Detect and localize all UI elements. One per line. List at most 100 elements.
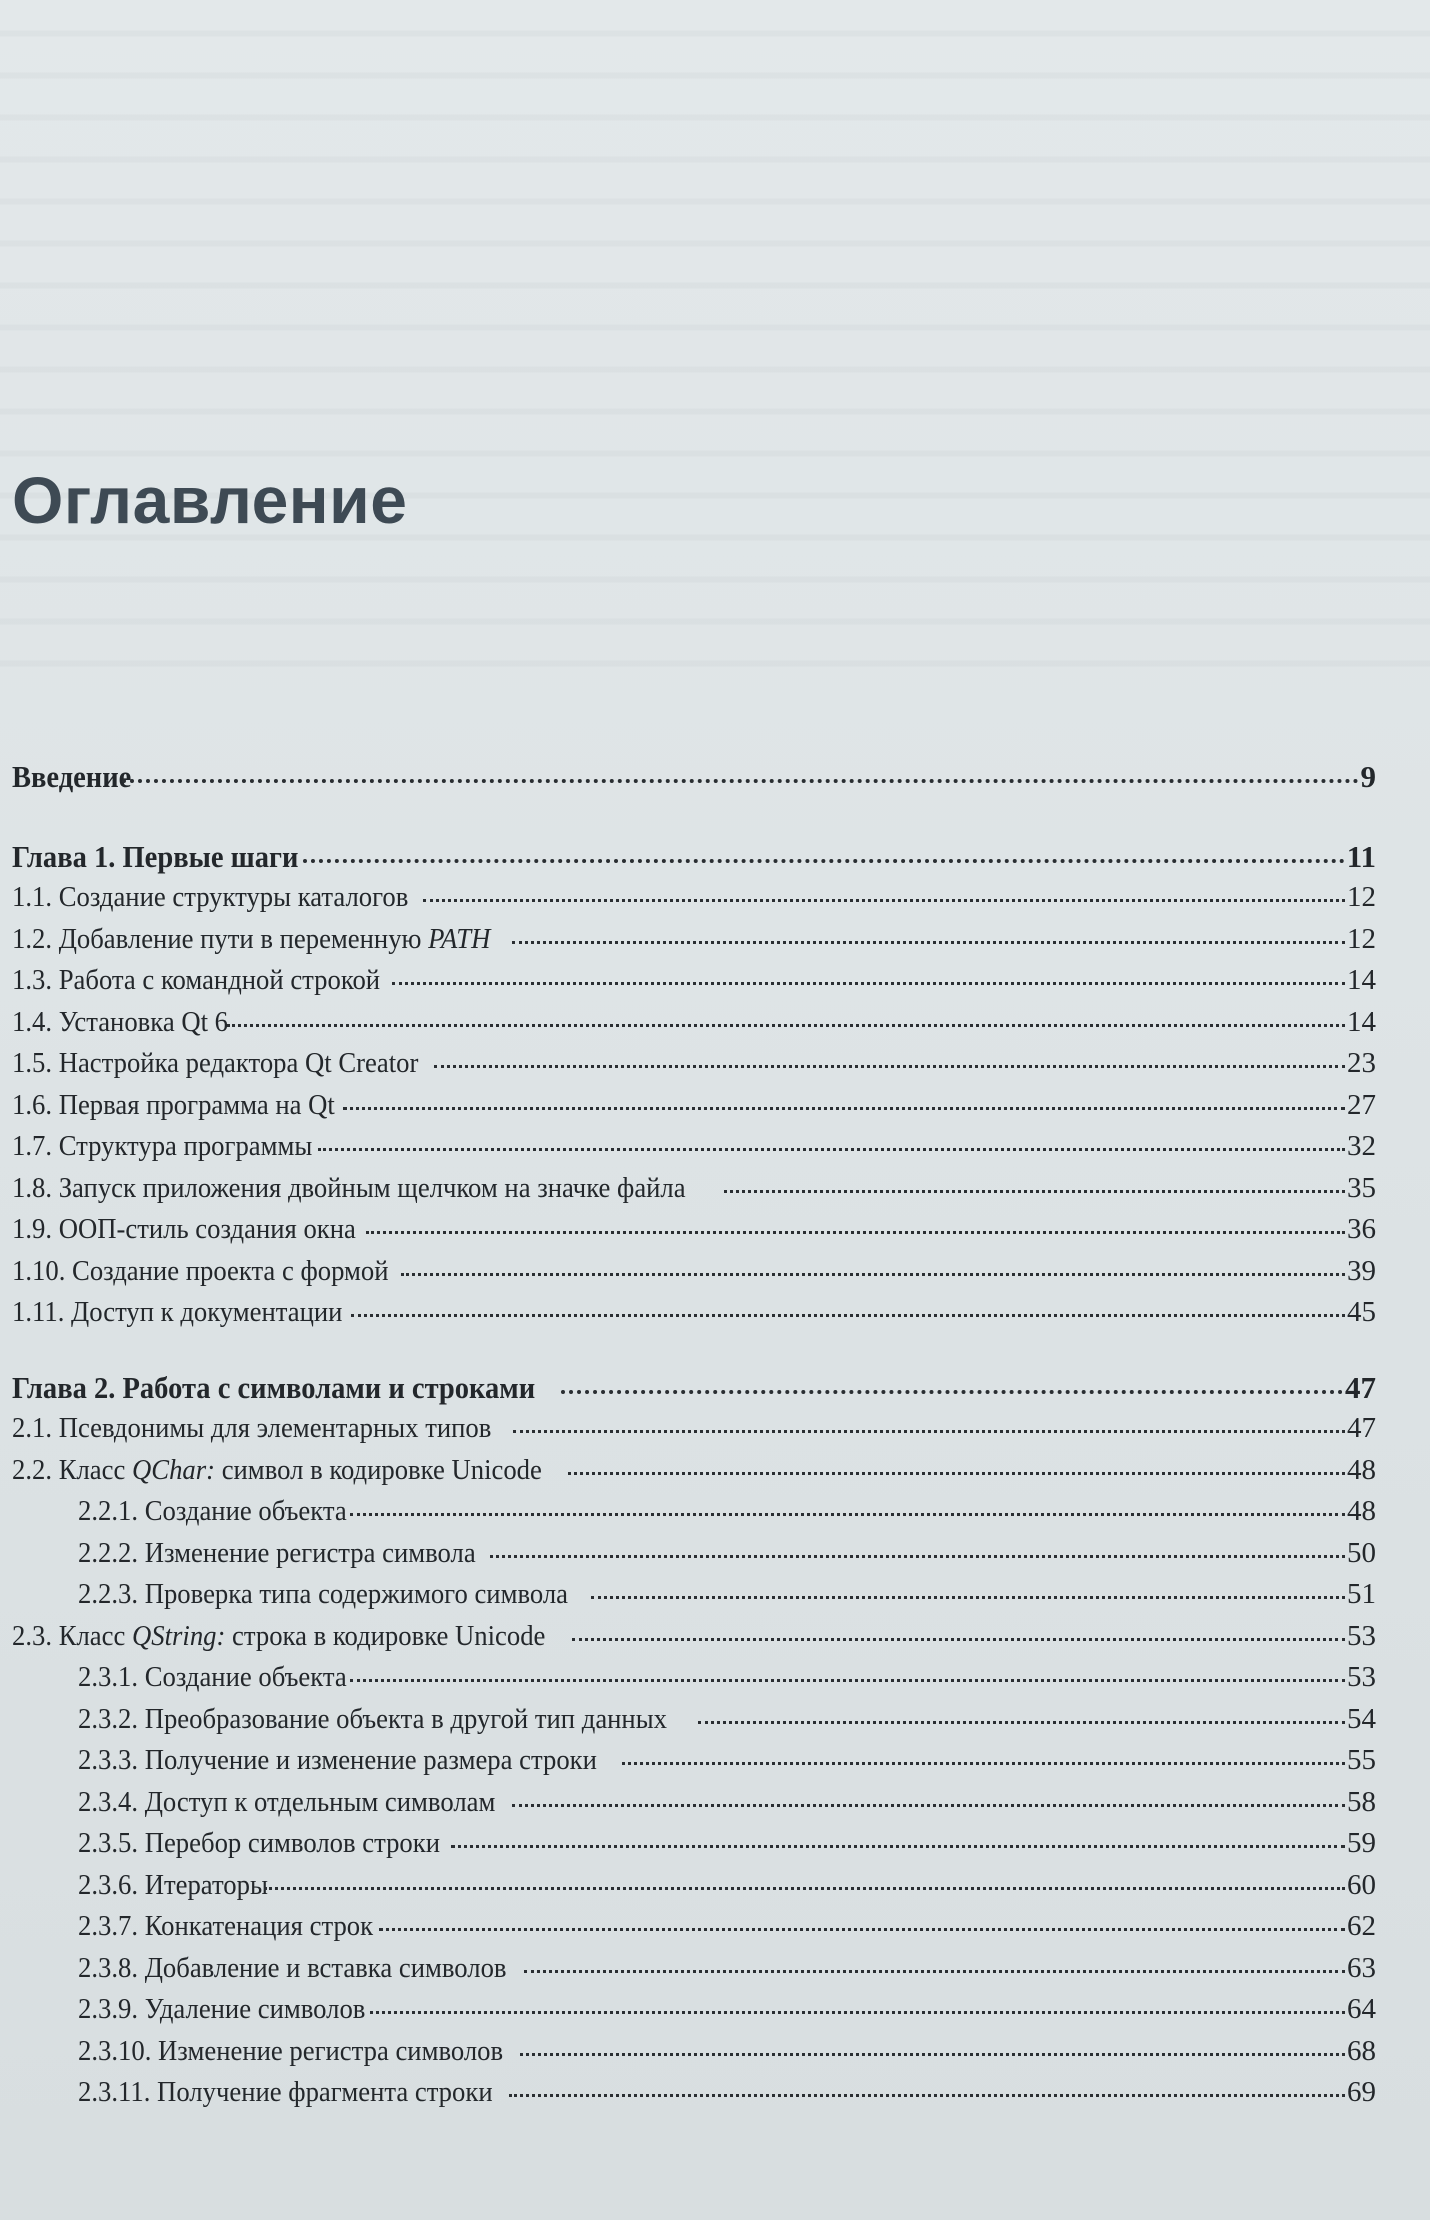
dot-leader [567,1471,1345,1475]
entry-title: 2.3.9. Удаление символов [78,1993,366,2025]
entry-title: 2.2.3. Проверка типа содержимого символа [78,1578,569,1610]
dot-leader [508,2094,1345,2097]
page-number: 47 [1347,1412,1376,1444]
dot-leader [365,1231,1345,1234]
entry-title: 2.3.11. Получение фрагмента строки [78,2076,493,2108]
dot-leader [523,1969,1345,1973]
page-number: 51 [1347,1578,1376,1610]
toc-entry: 1.5. Настройка редактора Qt Creator 23 [12,1043,1376,1085]
page-number: 53 [1347,1661,1376,1693]
entry-title: 1.5. Настройка редактора Qt Creator [12,1047,419,1079]
entry-title: 2.2.2. Изменение регистра символа [78,1536,476,1569]
toc-entry: 2.3.1. Создание объекта 53 [12,1657,1376,1699]
toc-entry: 1.2. Добавление пути в переменную PATH 12 [12,919,1376,961]
entry-title: 2.2.1. Создание объекта [78,1495,347,1527]
dot-leader [370,2011,1345,2014]
page-number: 48 [1347,1453,1376,1486]
page-number: 14 [1347,964,1376,996]
page-number: 69 [1347,2076,1376,2108]
page-number: 11 [1346,838,1376,874]
page-number: 23 [1347,1047,1376,1079]
toc-entry: 1.4. Установка Qt 6 14 [12,1002,1376,1044]
page-number: 14 [1347,1005,1376,1038]
toc-entry: 2.3.4. Доступ к отдельным символам 58 [12,1782,1376,1824]
toc-entry: 2.3.8. Добавление и вставка символов 63 [12,1948,1376,1990]
page-number: 64 [1347,1993,1376,2025]
toc-chapter-entry: Введение 9 [12,756,1376,798]
dot-leader [401,1272,1345,1276]
entry-title: 1.3. Работа с командной строкой [12,964,381,996]
entry-title: 1.4. Установка Qt 6 [12,1005,229,1038]
toc-entry: 2.3.7. Конкатенация строк 62 [12,1906,1376,1948]
entry-title: 2.3.3. Получение и изменение размера стр… [78,1744,597,1776]
toc-entry: 2.3.5. Перебор символов строки 59 [12,1823,1376,1865]
entry-title: 1.7. Структура программы [12,1130,313,1162]
italic-term: QString: [132,1619,226,1652]
dot-leader [520,2052,1345,2056]
dot-leader [451,1845,1345,1848]
toc-entry: 1.6. Первая программа на Qt 27 [12,1085,1376,1127]
dot-leader [264,1886,1345,1890]
toc-entry: 2.1. Псевдонимы для элементарных типов 47 [12,1408,1376,1450]
page-number: 58 [1347,1785,1376,1818]
entry-title: 2.3.6. Итераторы [78,1868,268,1901]
entry-title: Глава 1. Первые шаги [12,838,299,874]
page-number: 36 [1347,1213,1376,1245]
page-number: 53 [1347,1619,1376,1652]
page-number: 47 [1345,1369,1376,1405]
entry-title: 1.10. Создание проекта с формой [12,1254,389,1287]
page-number: 32 [1347,1130,1376,1162]
page-number: 9 [1360,759,1377,794]
dot-leader [351,1314,1345,1317]
entry-title: Глава 2. Работа с символами и строками [12,1369,536,1405]
entry-title: 2.3.10. Изменение регистра символов [78,2034,504,2067]
toc-entry: 2.3.6. Итераторы 60 [12,1865,1376,1907]
toc-entry: 1.1. Создание структуры каталогов 12 [12,877,1376,919]
italic-term: QChar: [132,1453,216,1486]
dot-leader [571,1637,1345,1641]
toc-entry: 2.3.9. Удаление символов 64 [12,1989,1376,2031]
page-number: 27 [1347,1088,1376,1121]
toc-entry: 2.2.3. Проверка типа содержимого символа… [12,1574,1376,1616]
toc-entry: 1.7. Структура программы 32 [12,1126,1376,1168]
entry-title: 2.3.5. Перебор символов строки [78,1827,440,1859]
entry-title: 1.9. ООП-стиль создания окна [12,1213,356,1245]
page-number: 50 [1347,1536,1376,1569]
dot-leader [590,1596,1345,1599]
dot-leader [511,1803,1345,1807]
dot-leader [342,1106,1345,1110]
page-number: 35 [1347,1171,1376,1204]
entry-title: 1.1. Создание структуры каталогов [12,881,409,913]
entry-title: 1.2. Добавление пути в переменную PATH [12,922,491,955]
page-number: 12 [1347,922,1376,955]
page-number: 68 [1347,2034,1376,2067]
entry-title: 2.3.8. Добавление и вставка символов [78,1951,507,1984]
toc-entry: 2.3.11. Получение фрагмента строки 69 [12,2072,1376,2114]
italic-term: PATH [428,922,491,955]
toc-chapter-entry: Глава 2. Работа с символами и строками 47 [12,1367,1376,1409]
toc-entry: 2.3. Класс QString: строка в кодировке U… [12,1616,1376,1658]
dot-leader [513,1430,1345,1433]
entry-title: 2.3.7. Конкатенация строк [78,1910,374,1942]
page-number: 45 [1347,1296,1376,1328]
entry-title: 1.8. Запуск приложения двойным щелчком н… [12,1171,686,1204]
page-number: 59 [1347,1827,1376,1859]
page-number: 39 [1347,1254,1376,1287]
entry-title: Введение [12,759,132,794]
dot-leader [560,1389,1343,1394]
entry-title: 2.3. Класс QString: строка в кодировке U… [12,1619,546,1652]
dot-leader [226,1023,1345,1027]
entry-title: 2.3.4. Доступ к отдельным символам [78,1785,496,1818]
entry-title: 2.3.1. Создание объекта [78,1661,347,1693]
toc-entry: 1.8. Запуск приложения двойным щелчком н… [12,1168,1376,1210]
dot-leader [121,779,1359,783]
entry-title: 1.6. Первая программа на Qt [12,1088,335,1121]
page-number: 12 [1347,881,1376,913]
page-number: 63 [1347,1951,1376,1984]
entry-title: 2.2. Класс QChar: символ в кодировке Uni… [12,1453,542,1486]
table-of-contents: Введение 9 Глава 1. Первые шаги 11 1.1. Созд… [12,756,1376,2114]
toc-entry: 2.3.3. Получение и изменение размера стр… [12,1740,1376,1782]
dot-leader [698,1720,1345,1724]
page-number: 54 [1347,1702,1376,1735]
dot-leader [512,940,1345,944]
